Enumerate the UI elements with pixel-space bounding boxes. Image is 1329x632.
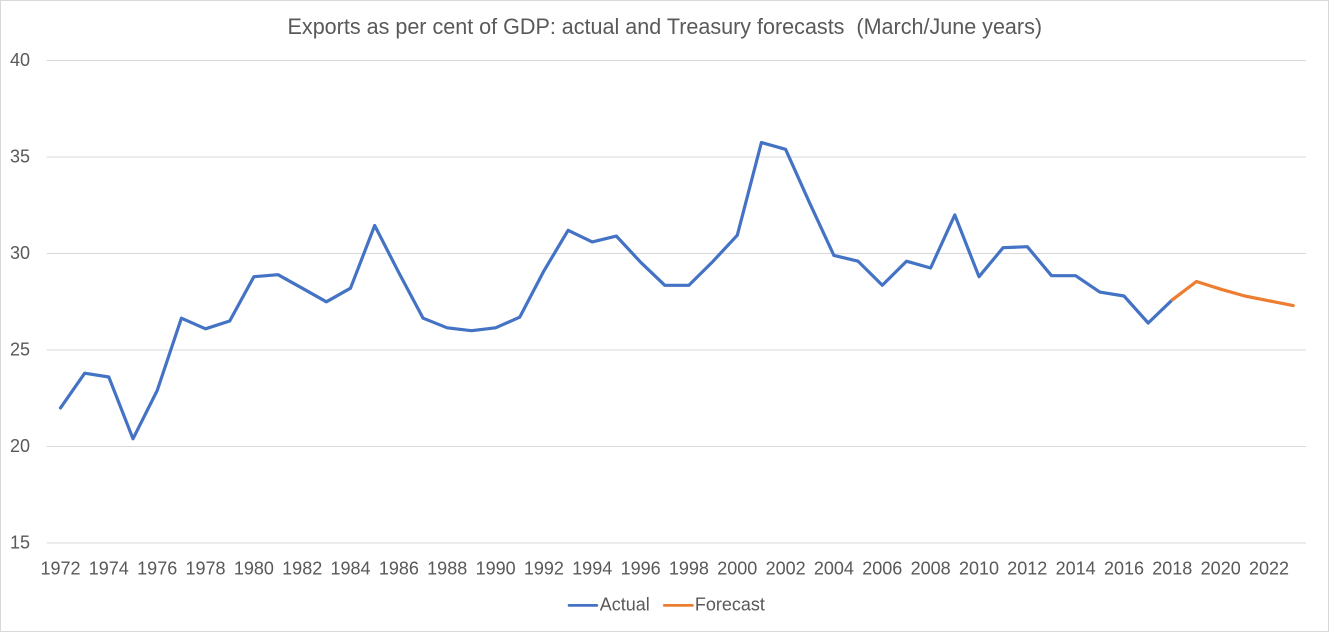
svg-text:1986: 1986 [379,559,419,579]
svg-text:1996: 1996 [621,559,661,579]
svg-text:1982: 1982 [282,559,322,579]
svg-text:1972: 1972 [40,559,80,579]
svg-text:1974: 1974 [89,559,129,579]
svg-text:Forecast: Forecast [695,595,765,615]
svg-text:2006: 2006 [862,559,902,579]
svg-text:2004: 2004 [814,559,854,579]
svg-text:35: 35 [10,146,30,166]
svg-text:1978: 1978 [185,559,225,579]
svg-text:Actual: Actual [600,595,650,615]
svg-text:2018: 2018 [1152,559,1192,579]
svg-text:2016: 2016 [1104,559,1144,579]
svg-text:20: 20 [10,436,30,456]
svg-text:2012: 2012 [1007,559,1047,579]
svg-text:25: 25 [10,339,30,359]
svg-text:2010: 2010 [959,559,999,579]
svg-text:1990: 1990 [476,559,516,579]
svg-text:1992: 1992 [524,559,564,579]
svg-text:1976: 1976 [137,559,177,579]
svg-text:2002: 2002 [766,559,806,579]
svg-text:2000: 2000 [717,559,757,579]
svg-text:2014: 2014 [1056,559,1096,579]
svg-text:30: 30 [10,243,30,263]
svg-text:1984: 1984 [330,559,370,579]
svg-text:2020: 2020 [1201,559,1241,579]
svg-text:1980: 1980 [234,559,274,579]
svg-text:2008: 2008 [911,559,951,579]
svg-text:2022: 2022 [1249,559,1289,579]
svg-text:40: 40 [10,50,30,70]
svg-text:Exports as per cent of GDP: ac: Exports as per cent of GDP: actual and T… [288,14,1043,39]
svg-text:1988: 1988 [427,559,467,579]
svg-text:15: 15 [10,532,30,552]
svg-text:1994: 1994 [572,559,612,579]
svg-text:1998: 1998 [669,559,709,579]
